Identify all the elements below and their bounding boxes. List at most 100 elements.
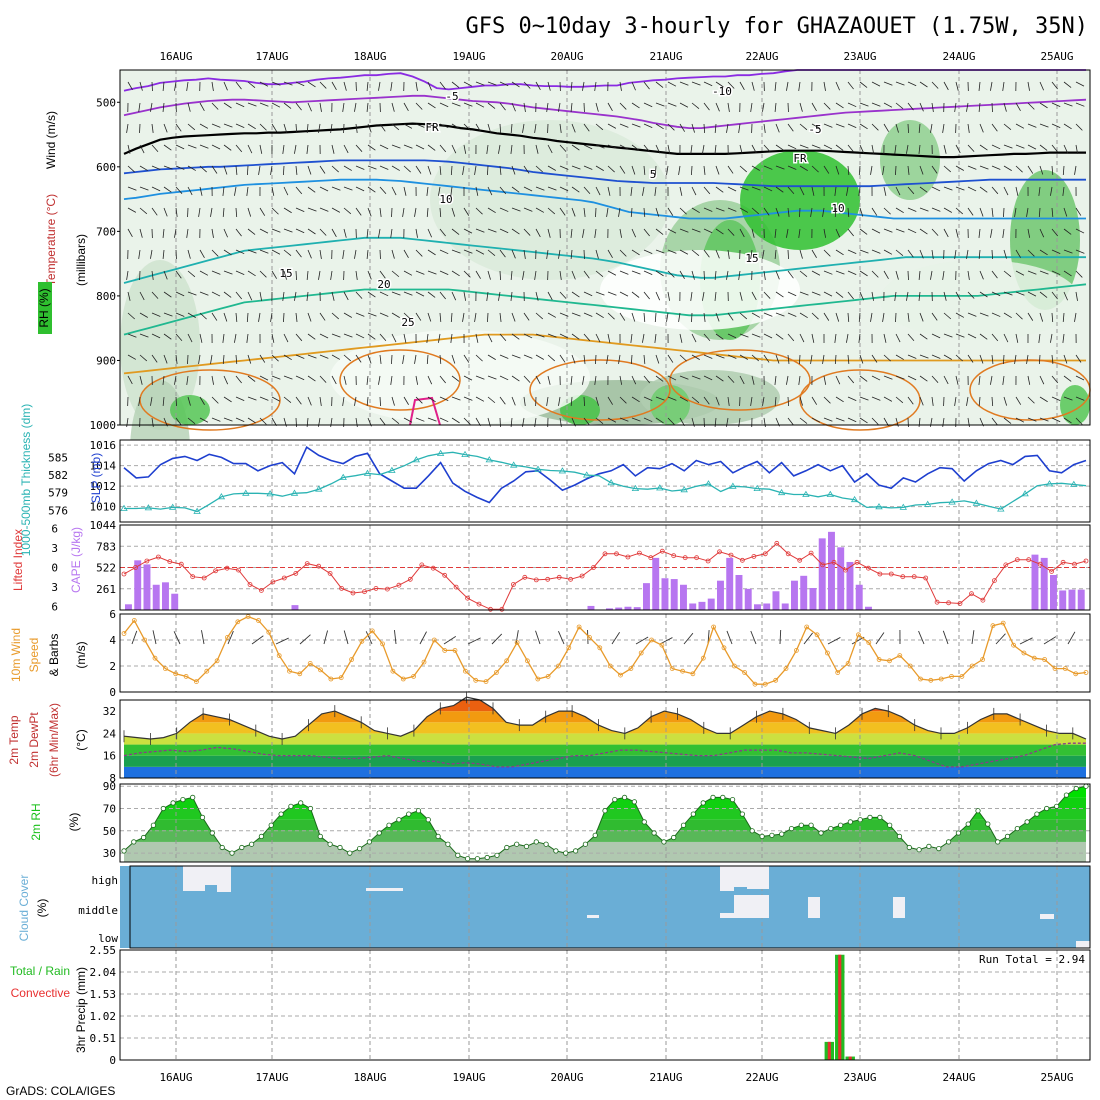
wind-barb: [871, 81, 881, 87]
wind-barb: [487, 270, 491, 280]
wind-barb: [1015, 165, 1023, 173]
wind-barb: [787, 165, 797, 170]
wind-barb: [799, 270, 808, 278]
wind-barb: [379, 144, 389, 150]
wind10-barb: [1043, 636, 1057, 645]
wind-barb: [787, 417, 794, 426]
rh-marker: [916, 847, 922, 853]
rh-marker: [435, 833, 441, 840]
wind-barb: [691, 354, 700, 360]
wind-barb: [343, 144, 349, 154]
wind-barb: [1039, 375, 1045, 385]
li-marker: [407, 576, 413, 582]
date-label-bottom: 23AUG: [843, 1071, 876, 1084]
wind-barb: [427, 375, 433, 385]
wind-barb: [690, 291, 693, 301]
wind-barb: [199, 270, 209, 276]
wind-barb: [390, 228, 393, 238]
wind-barb: [919, 249, 924, 259]
wind-barb: [259, 417, 267, 425]
cape-bar: [1077, 589, 1085, 610]
wind-barb: [571, 144, 580, 151]
wind-barb: [727, 102, 730, 112]
wind-barb: [222, 186, 225, 196]
wind-barb: [523, 375, 531, 383]
wind-barb: [259, 291, 263, 301]
rh-marker: [180, 796, 186, 803]
thickness-marker: [923, 500, 932, 507]
thickness-marker: [509, 461, 518, 468]
wind-barb: [547, 165, 556, 171]
cape-bar: [1040, 557, 1048, 610]
wind-tick: 6: [109, 608, 116, 621]
wind-barb: [643, 375, 651, 384]
rh-marker: [887, 822, 893, 828]
li-marker: [304, 561, 310, 566]
wind-barb: [763, 165, 773, 170]
wind-barb: [307, 165, 312, 175]
wind-barb: [150, 102, 153, 112]
wind-barb: [1063, 207, 1068, 217]
wind-barb: [1074, 165, 1077, 175]
li-marker: [579, 573, 585, 579]
li-marker: [430, 565, 436, 571]
wind-barb: [199, 396, 205, 405]
thickness-marker: [875, 503, 883, 510]
cape-bar: [152, 584, 160, 610]
date-label-bottom: 18AUG: [353, 1071, 386, 1084]
wind-barb: [1051, 417, 1061, 423]
wind-barb: [582, 375, 585, 385]
precip-tick: 0.51: [90, 1032, 117, 1045]
rh-marker: [857, 817, 863, 823]
wind-barb: [763, 186, 773, 192]
rh-marker: [690, 811, 696, 817]
wind-barb: [667, 144, 671, 154]
wind-barb: [895, 123, 899, 133]
wind-barb: [811, 186, 815, 196]
wind10-marker: [649, 637, 654, 643]
wind-barb: [751, 354, 759, 362]
wind-barb: [810, 354, 813, 364]
wind-barb: [643, 144, 651, 153]
wind-barb: [271, 207, 279, 215]
wind-barb: [402, 207, 405, 217]
wind-barb: [1038, 207, 1041, 218]
wind-barb: [991, 354, 994, 364]
rh-shading: [120, 260, 200, 430]
wind-barb: [199, 144, 209, 149]
wind-barb: [883, 102, 893, 108]
cape-bar: [855, 584, 863, 610]
wind-barb: [319, 165, 326, 174]
wind-barb: [1026, 207, 1029, 217]
slp-tick: 1012: [90, 480, 117, 493]
wind-barb: [295, 123, 298, 134]
wind-barb: [991, 312, 1001, 317]
wind-barb: [139, 291, 145, 301]
wind-barb: [451, 270, 460, 277]
temp-panel-frame: [119, 699, 1091, 779]
wind-barb: [379, 417, 386, 426]
date-label-top: 21AUG: [649, 50, 682, 63]
wind-barb: [246, 333, 249, 343]
wind-barb: [859, 417, 868, 424]
wind-barb: [811, 291, 821, 296]
precip-tick: 2.04: [90, 966, 117, 979]
wind-barb: [775, 123, 780, 133]
wind-barb: [691, 81, 701, 86]
wind-barb: [667, 291, 670, 301]
wind-barb: [247, 123, 256, 130]
wind-barb: [307, 375, 316, 382]
wind-barb: [991, 207, 994, 217]
wind-barb: [415, 123, 425, 128]
wind-barb: [727, 396, 730, 406]
wind-barb: [295, 102, 302, 111]
wind-barb: [510, 291, 513, 301]
wind-barb: [1039, 102, 1048, 109]
wind-barb: [271, 102, 281, 108]
thickness-label: 1000-500mb Thickness (dm): [19, 404, 33, 557]
wind-barb: [162, 249, 165, 259]
wind-barb: [895, 270, 899, 280]
wind-barb: [318, 123, 321, 133]
wind-barb: [991, 165, 1001, 170]
wind-barb: [475, 333, 479, 343]
